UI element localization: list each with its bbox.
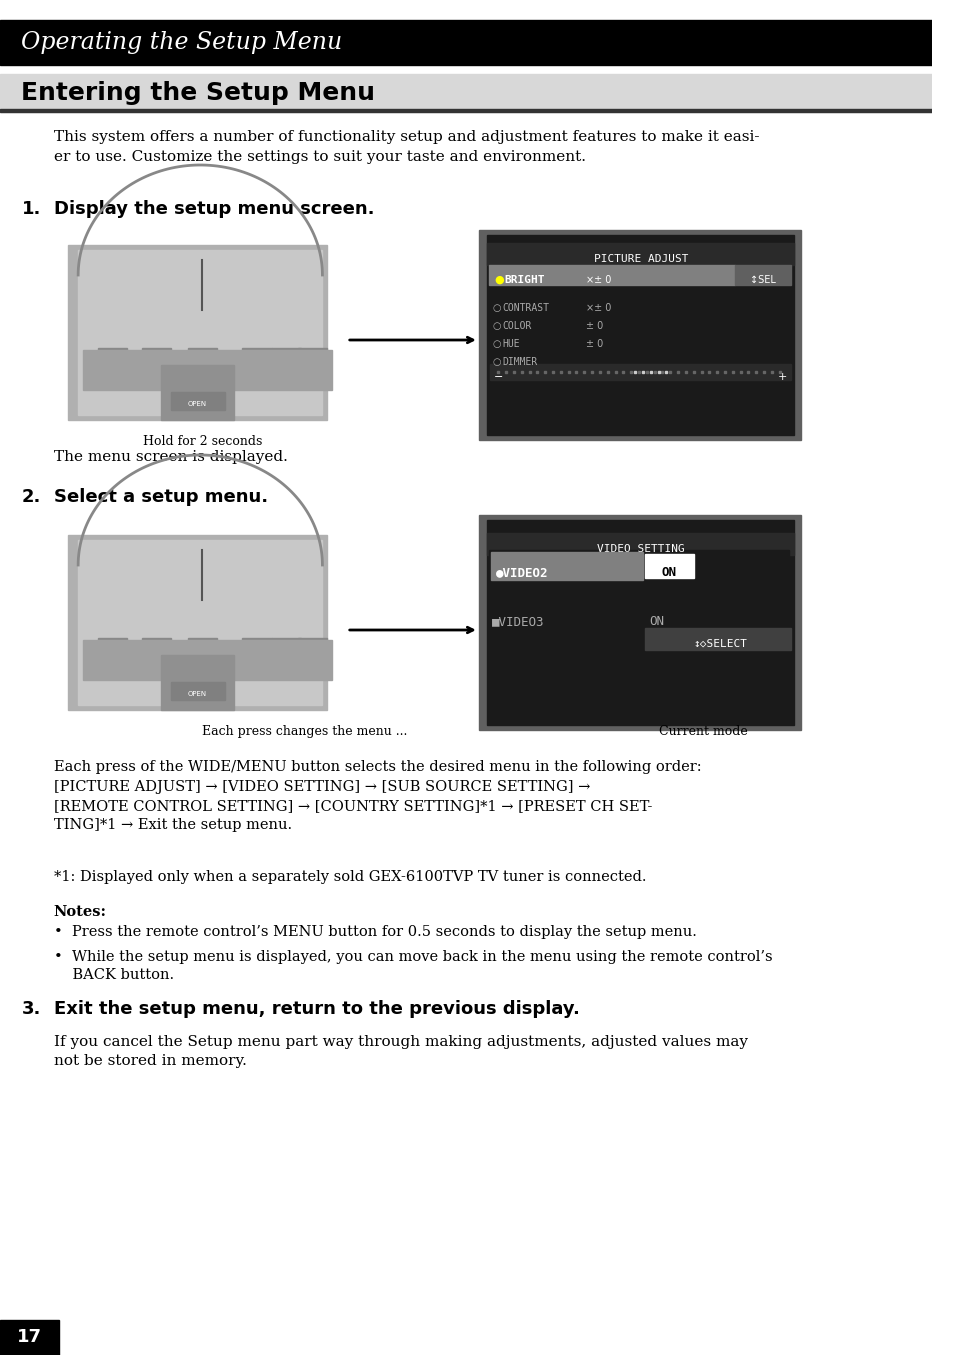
Text: Operating the Setup Menu: Operating the Setup Menu: [22, 31, 342, 53]
Bar: [83, 640, 332, 680]
Text: −: −: [493, 373, 502, 382]
Text: ± 0: ± 0: [585, 339, 603, 350]
Text: Entering the Setup Menu: Entering the Setup Menu: [22, 81, 375, 104]
Bar: [142, 638, 171, 650]
Bar: [272, 638, 300, 650]
Bar: [490, 364, 791, 379]
Text: ↕SEL: ↕SEL: [749, 275, 775, 285]
Bar: [171, 392, 225, 411]
Text: •  While the setup menu is displayed, you can move back in the menu using the re: • While the setup menu is displayed, you…: [53, 950, 772, 982]
Text: The menu screen is displayed.: The menu screen is displayed.: [53, 450, 287, 463]
Text: COLOR: COLOR: [501, 321, 531, 331]
Bar: [78, 541, 322, 705]
Text: Current mode: Current mode: [659, 725, 747, 738]
Text: ●: ●: [494, 275, 503, 285]
Text: ± 0: ± 0: [585, 321, 603, 331]
Text: ON: ON: [661, 566, 676, 579]
Bar: [491, 551, 642, 580]
Bar: [734, 266, 791, 285]
Text: 17: 17: [17, 1328, 42, 1346]
Bar: [644, 554, 693, 579]
Text: OPEN: OPEN: [188, 401, 207, 406]
Bar: [0, 108, 931, 112]
Text: Each press of the WIDE/MENU button selects the desired menu in the following ord: Each press of the WIDE/MENU button selec…: [53, 760, 700, 832]
Text: VIDEO SETTING: VIDEO SETTING: [597, 543, 684, 554]
Bar: [161, 654, 234, 710]
Text: Exit the setup menu, return to the previous display.: Exit the setup menu, return to the previ…: [53, 1000, 579, 1018]
Text: ○: ○: [492, 321, 500, 331]
Bar: [242, 348, 272, 360]
Text: ○: ○: [492, 339, 500, 350]
Bar: [0, 20, 931, 65]
Bar: [0, 75, 931, 112]
Bar: [486, 234, 794, 435]
Text: +: +: [778, 373, 786, 382]
Text: 3.: 3.: [22, 1000, 41, 1018]
Text: Hold for 2 seconds: Hold for 2 seconds: [142, 435, 262, 449]
Bar: [488, 266, 734, 285]
Bar: [272, 348, 300, 360]
Bar: [478, 230, 801, 440]
Text: Notes:: Notes:: [53, 905, 107, 919]
Bar: [78, 251, 322, 415]
Text: ○: ○: [492, 304, 500, 313]
Text: This system offers a number of functionality setup and adjustment features to ma: This system offers a number of functiona…: [53, 130, 759, 164]
Text: PICTURE ADJUST: PICTURE ADJUST: [593, 253, 687, 264]
Text: ●VIDEO2: ●VIDEO2: [496, 566, 548, 579]
Bar: [478, 515, 801, 730]
Bar: [188, 638, 216, 650]
Bar: [297, 348, 327, 360]
Text: DIMMER: DIMMER: [501, 356, 537, 367]
Text: BRIGHT: BRIGHT: [503, 275, 544, 285]
Bar: [97, 638, 127, 650]
Text: •  Press the remote control’s MENU button for 0.5 seconds to display the setup m: • Press the remote control’s MENU button…: [53, 925, 696, 939]
Text: ↕◇SELECT: ↕◇SELECT: [693, 640, 746, 649]
Text: ■VIDEO3: ■VIDEO3: [492, 615, 544, 627]
Bar: [644, 627, 791, 650]
Bar: [142, 348, 171, 360]
Text: Each press changes the menu ...: Each press changes the menu ...: [202, 725, 407, 738]
Bar: [486, 520, 794, 725]
Bar: [188, 348, 216, 360]
Bar: [488, 550, 789, 580]
Text: OPEN: OPEN: [188, 691, 207, 696]
Bar: [486, 533, 794, 556]
Bar: [69, 535, 327, 710]
Text: ○: ○: [492, 356, 500, 367]
Bar: [69, 245, 327, 420]
Text: ×± 0: ×± 0: [585, 275, 611, 285]
Bar: [161, 364, 234, 420]
Text: Select a setup menu.: Select a setup menu.: [53, 488, 268, 505]
Text: CONTRAST: CONTRAST: [501, 304, 549, 313]
Text: ON: ON: [649, 615, 664, 627]
Bar: [0, 1320, 58, 1355]
Bar: [486, 243, 794, 266]
Text: If you cancel the Setup menu part way through making adjustments, adjusted value: If you cancel the Setup menu part way th…: [53, 1035, 747, 1069]
Bar: [83, 350, 332, 390]
Bar: [297, 638, 327, 650]
Text: 1.: 1.: [22, 201, 41, 218]
Text: 2.: 2.: [22, 488, 41, 505]
Text: Display the setup menu screen.: Display the setup menu screen.: [53, 201, 374, 218]
Text: ×± 0: ×± 0: [585, 304, 611, 313]
Text: *1: Displayed only when a separately sold GEX-6100TVP TV tuner is connected.: *1: Displayed only when a separately sol…: [53, 870, 645, 883]
Text: HUE: HUE: [501, 339, 519, 350]
Bar: [242, 638, 272, 650]
Bar: [97, 348, 127, 360]
Bar: [171, 682, 225, 701]
